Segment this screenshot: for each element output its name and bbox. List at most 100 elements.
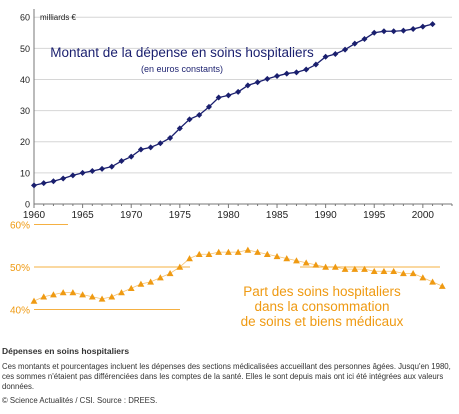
share-point — [98, 295, 106, 302]
share-point — [361, 265, 368, 272]
share-point — [30, 297, 38, 304]
spending-point — [205, 103, 212, 110]
share-point — [166, 269, 174, 277]
spending-point — [361, 36, 368, 43]
spending-point — [312, 61, 319, 68]
share-y-tick-label: 50% — [10, 263, 30, 274]
share-point — [351, 265, 359, 272]
spending-point — [128, 153, 135, 160]
share-point — [419, 274, 427, 281]
spending-chart-subtitle: (en euros constants) — [141, 64, 223, 74]
spending-point — [60, 175, 67, 182]
share-point — [341, 265, 349, 272]
spending-y-tick-label: 30 — [20, 106, 30, 116]
spending-y-tick-label: 10 — [20, 168, 30, 178]
spending-point — [429, 21, 436, 28]
share-point — [263, 250, 271, 257]
spending-point — [371, 29, 378, 36]
spending-y-tick-label: 0 — [25, 200, 30, 210]
share-point — [380, 267, 388, 274]
spending-point — [69, 172, 76, 179]
share-series — [30, 246, 446, 304]
share-point — [370, 267, 378, 274]
share-point — [195, 250, 203, 257]
spending-point — [225, 92, 232, 99]
spending-point — [342, 46, 349, 53]
share-point — [293, 257, 300, 264]
spending-point — [40, 180, 47, 187]
spending-point — [147, 144, 154, 151]
spending-point — [176, 125, 183, 132]
spending-point — [196, 111, 203, 118]
share-point — [283, 255, 291, 262]
share-point — [322, 263, 330, 270]
spending-axes — [33, 9, 452, 205]
spending-point — [254, 79, 261, 86]
spending-x-tick-label: 1960 — [23, 210, 46, 221]
spending-x-tick-label: 1995 — [363, 210, 386, 221]
spending-x-tick-label: 1990 — [315, 210, 338, 221]
share-point — [312, 261, 320, 268]
share-point — [108, 293, 116, 300]
spending-point — [186, 116, 193, 123]
spending-point — [400, 27, 407, 34]
spending-point — [332, 50, 339, 57]
spending-point — [390, 28, 397, 35]
spending-point — [137, 146, 144, 153]
spending-y-tick-label: 20 — [20, 137, 30, 147]
share-point — [50, 291, 57, 298]
share-point — [409, 269, 417, 277]
share-point — [273, 252, 281, 260]
spending-x-tick-label: 1985 — [266, 210, 289, 221]
spending-x-tick-label: 1970 — [120, 210, 143, 221]
spending-x-tick-label: 1980 — [217, 210, 240, 221]
share-point — [147, 278, 155, 285]
share-chart-title: Part des soins hospitaliers dans la conso… — [241, 284, 404, 329]
spending-point — [419, 23, 426, 30]
spending-y-tick-label: 40 — [20, 75, 30, 85]
caption-title: Dépenses en soins hospitaliers — [2, 346, 130, 356]
share-y-tick-label: 60% — [10, 221, 30, 232]
share-point — [225, 248, 232, 255]
spending-point — [215, 94, 222, 101]
spending-series — [31, 21, 436, 189]
spending-point — [108, 163, 115, 170]
share-point — [390, 267, 398, 274]
share-point — [118, 289, 125, 296]
caption-body: Ces montants et pourcentages incluent le… — [2, 362, 451, 391]
spending-y-tick-label: 60 — [20, 13, 30, 23]
share-point — [215, 248, 223, 255]
share-point — [302, 259, 310, 266]
share-point — [205, 250, 213, 257]
share-point — [186, 255, 193, 262]
spending-point — [410, 26, 417, 33]
spending-y-ticks: 0 10 20 30 40 50 60 — [20, 13, 30, 210]
share-point — [88, 293, 96, 300]
spending-point — [79, 169, 86, 176]
spending-point — [244, 82, 251, 89]
spending-point — [167, 135, 174, 142]
spending-point — [157, 140, 164, 147]
spending-point — [283, 70, 290, 77]
share-point — [234, 248, 242, 255]
share-y-ticks: 40% 50% 60% — [10, 221, 440, 317]
share-point — [79, 291, 87, 298]
spending-point — [118, 158, 125, 165]
spending-point — [50, 178, 57, 185]
spending-point — [235, 88, 242, 95]
spending-point — [293, 69, 300, 76]
spending-point — [89, 168, 96, 175]
share-point — [40, 293, 48, 300]
spending-point — [264, 75, 271, 82]
share-point — [59, 289, 67, 296]
spending-y-tick-label: 50 — [20, 44, 30, 54]
spending-point — [322, 53, 329, 60]
spending-x-ticks: 1960 1965 1970 1975 1980 1985 1990 1995 2000 — [23, 204, 453, 221]
spending-point — [351, 40, 358, 47]
spending-x-tick-label: 1965 — [71, 210, 94, 221]
spending-x-tick-label: 2000 — [412, 210, 435, 221]
share-point — [156, 274, 164, 281]
spending-point — [99, 165, 106, 172]
